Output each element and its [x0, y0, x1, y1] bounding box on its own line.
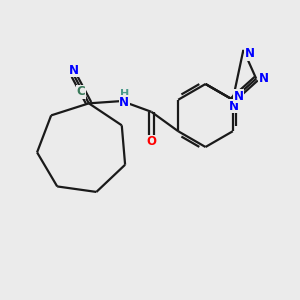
Text: N: N [244, 47, 254, 60]
Text: C: C [77, 85, 85, 98]
Text: N: N [68, 64, 79, 76]
Text: N: N [119, 96, 129, 109]
Text: O: O [146, 135, 156, 148]
Text: N: N [234, 90, 244, 103]
Text: H: H [119, 89, 129, 99]
Text: N: N [259, 72, 269, 85]
Text: N: N [228, 100, 239, 113]
